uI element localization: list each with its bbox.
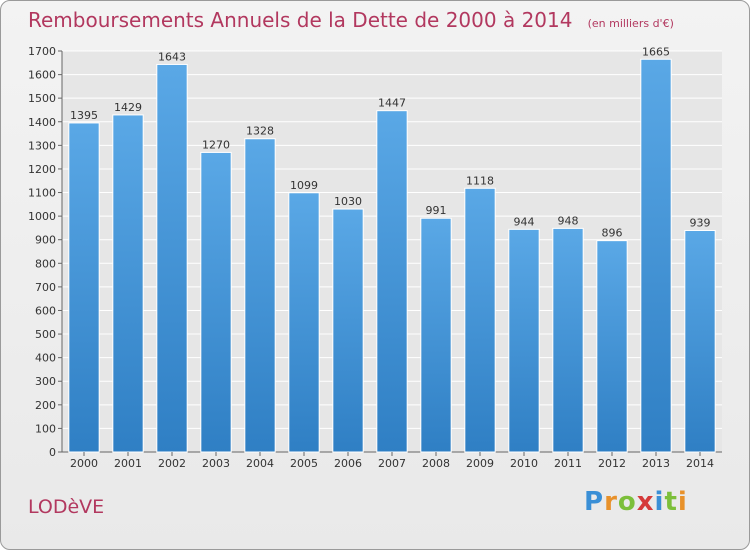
bar <box>244 138 276 453</box>
bar-value-label: 1429 <box>114 101 142 114</box>
y-tick-label: 900 <box>35 234 56 247</box>
bar <box>332 208 364 453</box>
y-tick-label: 1000 <box>28 210 56 223</box>
y-tick-label: 0 <box>49 446 56 459</box>
logo-letter: o <box>617 487 637 517</box>
chart-title: Remboursements Annuels de la Dette de 20… <box>28 8 573 32</box>
y-tick-label: 1100 <box>28 187 56 200</box>
bar-value-label: 944 <box>514 215 535 228</box>
x-tick-label: 2002 <box>158 457 186 470</box>
x-tick-label: 2008 <box>422 457 450 470</box>
x-tick-label: 2006 <box>334 457 362 470</box>
bar <box>596 240 628 453</box>
logo-letter: t <box>664 487 678 517</box>
bar-value-label: 1118 <box>466 174 494 187</box>
bar <box>464 187 496 453</box>
bar-value-label: 948 <box>558 214 579 227</box>
bar-value-label: 939 <box>690 217 711 230</box>
x-tick-label: 2012 <box>598 457 626 470</box>
y-tick-label: 1500 <box>28 92 56 105</box>
chart-subtitle: (en milliers d'€) <box>587 17 674 30</box>
place-name: LODèVE <box>28 496 105 518</box>
bar-value-label: 1447 <box>378 97 406 110</box>
bar-value-label: 1030 <box>334 195 362 208</box>
bar-value-label: 1099 <box>290 179 318 192</box>
bar <box>420 217 452 453</box>
bar-value-label: 896 <box>602 227 623 240</box>
x-tick-label: 2001 <box>114 457 142 470</box>
y-tick-label: 100 <box>35 422 56 435</box>
logo-letter: x <box>636 487 655 517</box>
x-tick-label: 2014 <box>686 457 714 470</box>
bar <box>68 122 100 453</box>
x-tick-label: 2013 <box>642 457 670 470</box>
bar-value-label: 1328 <box>246 125 274 138</box>
bar <box>376 110 408 453</box>
y-tick-label: 1200 <box>28 163 56 176</box>
bar <box>200 151 232 453</box>
bar <box>288 192 320 453</box>
title-row: Remboursements Annuels de la Dette de 20… <box>28 8 674 32</box>
x-tick-label: 2004 <box>246 457 274 470</box>
y-tick-label: 400 <box>35 352 56 365</box>
bar <box>112 114 144 453</box>
x-tick-label: 2000 <box>70 457 98 470</box>
bar <box>640 58 672 453</box>
bar-value-label: 991 <box>426 204 447 217</box>
logo-letter: r <box>604 487 618 517</box>
logo-letter: P <box>584 487 605 517</box>
bar-value-label: 1665 <box>642 45 670 58</box>
x-tick-label: 2010 <box>510 457 538 470</box>
y-tick-label: 1700 <box>28 45 56 58</box>
x-tick-label: 2011 <box>554 457 582 470</box>
y-tick-label: 1600 <box>28 69 56 82</box>
x-tick-label: 2005 <box>290 457 318 470</box>
x-tick-label: 2007 <box>378 457 406 470</box>
x-tick-label: 2009 <box>466 457 494 470</box>
bar-value-label: 1270 <box>202 138 230 151</box>
bar <box>508 228 540 453</box>
y-tick-label: 700 <box>35 281 56 294</box>
proxiti-logo: Proxiti <box>584 487 688 517</box>
bar <box>552 227 584 453</box>
logo-letter: i <box>654 487 665 517</box>
bar <box>684 230 716 453</box>
bar-value-label: 1395 <box>70 109 98 122</box>
logo-letter: i <box>677 487 688 517</box>
x-tick-label: 2003 <box>202 457 230 470</box>
y-tick-label: 300 <box>35 375 56 388</box>
y-tick-label: 1300 <box>28 139 56 152</box>
y-tick-label: 800 <box>35 257 56 270</box>
y-tick-label: 1400 <box>28 116 56 129</box>
y-tick-label: 500 <box>35 328 56 341</box>
y-tick-label: 600 <box>35 304 56 317</box>
bar-value-label: 1643 <box>158 50 186 63</box>
bar <box>156 63 188 453</box>
y-tick-label: 200 <box>35 399 56 412</box>
